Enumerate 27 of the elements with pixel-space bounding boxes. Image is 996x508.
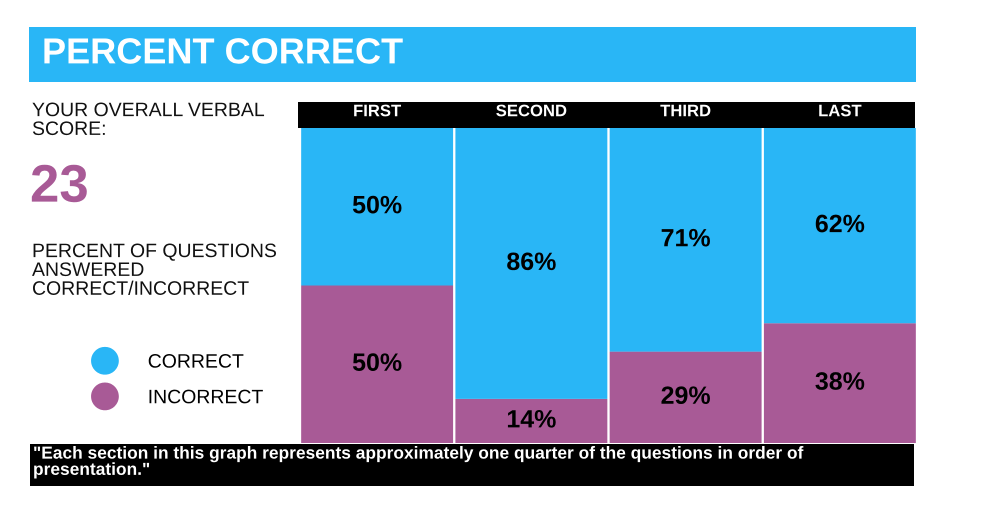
data-label: 50% [352,196,402,214]
data-label: 86% [507,252,556,270]
x-tick-label: FIRST [354,104,402,116]
data-label: 50% [352,353,402,371]
data-label: 71% [662,228,710,246]
x-tick-label: LAST [819,104,862,116]
data-label: 38% [815,372,864,390]
bar [301,286,454,443]
text: "Each section in this graph represents approximately one quarter of the questions in order of presentation." [34,446,804,478]
data-label: 14% [508,410,556,428]
bar [610,352,762,443]
bar [764,128,916,324]
bar [301,128,454,286]
bar [455,128,608,399]
x-tick-label: SECOND [496,104,566,116]
bar [610,128,762,352]
data-label: 29% [661,386,710,404]
data-label: 62% [816,214,864,232]
bar [455,398,608,443]
chart-title: PERCENT CORRECT [44,38,403,64]
text: 23 [32,164,87,202]
bar [764,323,916,443]
x-tick-label: THIRD [660,104,710,116]
text: PERCENT OF QUESTIONS ANSWERED CORRECT/INCORRECT [32,244,276,295]
legend-label: CORRECT [148,354,244,368]
text: YOUR OVERALL VERBAL SCORE: [32,102,264,136]
legend-label: INCORRECT [150,390,263,404]
